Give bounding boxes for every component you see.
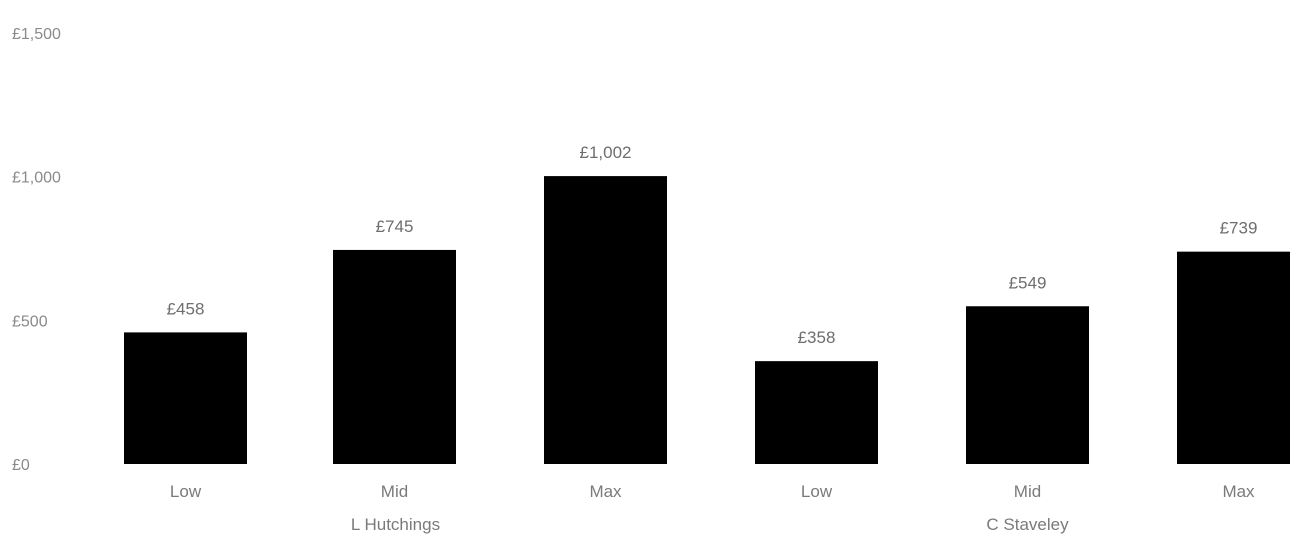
y-tick-label: £1,000 — [12, 170, 61, 187]
bar-value-label: £745 — [376, 217, 414, 236]
bar-value-label: £358 — [798, 328, 836, 347]
bar — [966, 306, 1089, 464]
x-tick-label: Low — [170, 482, 202, 501]
group-labels: L Hutchings C Staveley — [351, 515, 1069, 534]
bar — [333, 249, 456, 464]
x-tick-label: Mid — [1014, 482, 1041, 501]
bar — [544, 176, 667, 465]
x-tick-label: Max — [589, 482, 622, 501]
y-tick-label: £0 — [12, 457, 30, 474]
x-tick-label: Mid — [381, 482, 408, 501]
y-axis: £0 £500 £1,000 £1,500 — [12, 26, 61, 474]
y-tick-label: £500 — [12, 313, 48, 330]
bars — [124, 176, 1290, 465]
x-axis: Low Mid Max Low Mid Max — [170, 482, 1255, 501]
group-label: L Hutchings — [351, 515, 440, 534]
bar-value-label: £458 — [167, 299, 205, 318]
value-labels: £458 £745 £1,002 £358 £549 £739 — [167, 143, 1258, 347]
y-tick-label: £1,500 — [12, 26, 61, 43]
bar-value-label: £739 — [1220, 219, 1258, 238]
bar — [124, 332, 247, 464]
bar — [755, 361, 878, 464]
bar — [1177, 251, 1290, 464]
bar-value-label: £549 — [1009, 273, 1047, 292]
group-label: C Staveley — [986, 515, 1069, 534]
bar-value-label: £1,002 — [580, 143, 632, 162]
x-tick-label: Low — [801, 482, 833, 501]
x-tick-label: Max — [1222, 482, 1255, 501]
